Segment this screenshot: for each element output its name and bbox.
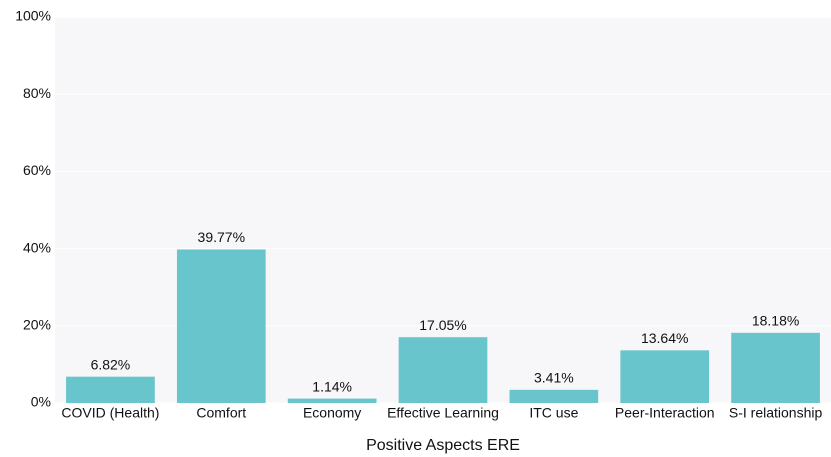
y-tick-label: 0%: [31, 394, 51, 410]
data-label: 13.64%: [641, 330, 688, 346]
x-tick-label: Comfort: [196, 405, 246, 421]
x-tick-label: COVID (Health): [61, 405, 159, 421]
x-tick-label: Effective Learning: [387, 405, 499, 421]
data-label: 39.77%: [198, 229, 245, 245]
data-label: 1.14%: [312, 378, 352, 394]
x-tick-label: S-I relationship: [729, 405, 823, 421]
x-tick-label: Economy: [303, 405, 361, 421]
y-tick-label: 100%: [15, 8, 51, 24]
x-axis-title: Positive Aspects ERE: [366, 437, 520, 454]
bar: [731, 332, 820, 403]
bar: [287, 398, 377, 403]
data-label: 3.41%: [534, 370, 574, 386]
data-label: 18.18%: [752, 313, 799, 329]
y-tick-label: 40%: [23, 239, 51, 255]
bar: [620, 350, 710, 403]
data-label: 6.82%: [91, 356, 131, 372]
bar: [509, 389, 599, 403]
x-tick-label: ITC use: [529, 405, 578, 421]
x-tick-label: Peer-Interaction: [615, 405, 715, 421]
data-label: 17.05%: [419, 317, 466, 333]
y-tick-label: 20%: [23, 317, 51, 333]
y-tick-label: 80%: [23, 85, 51, 101]
bar: [176, 249, 266, 403]
y-tick-label: 60%: [23, 162, 51, 178]
bar: [398, 337, 488, 403]
bar: [66, 376, 155, 403]
